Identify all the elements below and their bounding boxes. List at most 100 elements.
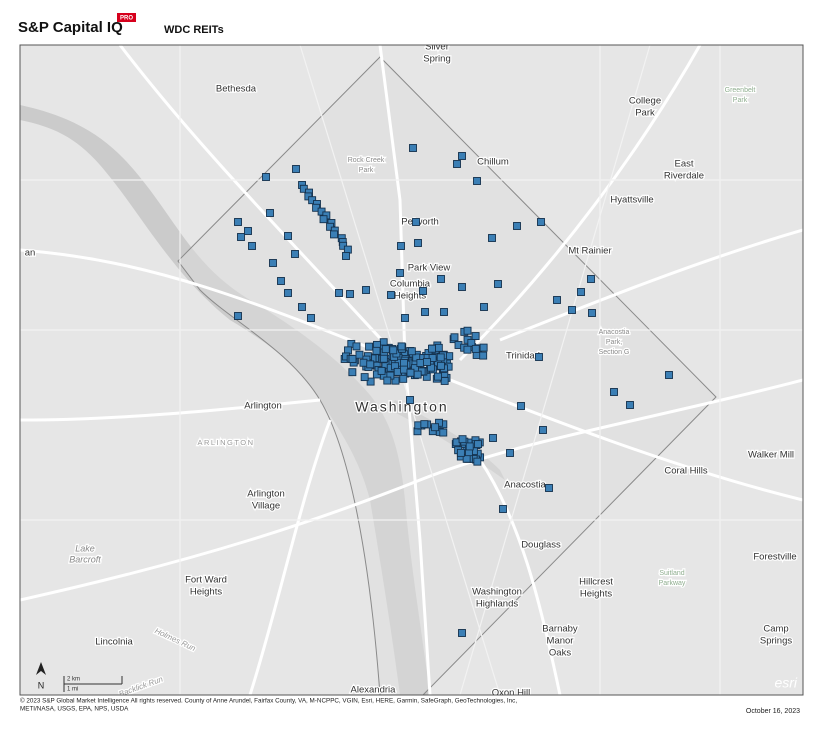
place-label: Village [252, 501, 280, 512]
esri-logo: esri [774, 675, 797, 691]
place-label: Petworth [401, 217, 439, 228]
property-marker [420, 420, 429, 429]
place-label: Alexandria [351, 685, 397, 696]
property-marker [626, 401, 634, 409]
property-marker [234, 312, 242, 320]
place-label: Arlington [244, 401, 282, 412]
property-marker [400, 365, 408, 374]
property-marker [389, 346, 398, 355]
credits-line: © 2023 S&P Global Market Intelligence Al… [20, 697, 517, 705]
property-marker [553, 296, 561, 304]
map-frame [19, 44, 804, 696]
place-label: Fort Ward [185, 575, 227, 586]
place-label: Oaks [549, 648, 571, 659]
north-arrow [36, 662, 46, 675]
property-marker [348, 368, 357, 377]
property-marker [494, 280, 502, 288]
property-marker [391, 376, 400, 385]
property-marker [269, 259, 277, 267]
property-marker [436, 353, 445, 362]
place-label: Mt Rainier [568, 246, 611, 257]
property-marker [244, 227, 252, 235]
property-marker [248, 242, 256, 250]
property-marker [479, 351, 488, 360]
property-marker [458, 629, 466, 637]
property-marker [365, 342, 374, 351]
credits-line: METI/NASA, USGS, EPA, NPS, USDA [20, 706, 129, 713]
property-marker [489, 434, 497, 442]
place-label: Barcroft [69, 554, 101, 564]
property-marker [366, 360, 375, 369]
property-marker [428, 354, 437, 362]
property-marker [377, 366, 386, 375]
place-label: Washington [472, 587, 522, 598]
property-marker [474, 440, 482, 449]
place-label: Riverdale [664, 171, 704, 182]
property-marker [400, 359, 408, 367]
property-marker [434, 343, 443, 352]
place-label: Washington [355, 399, 448, 415]
place-label: Parkway [659, 580, 686, 587]
place-labels: SilverSpringBethesdaCollegeParkGreenbelt… [23, 45, 797, 696]
property-marker [234, 218, 242, 226]
property-marker [284, 232, 292, 240]
property-marker [262, 173, 270, 181]
property-marker [450, 333, 459, 342]
property-marker [397, 242, 405, 250]
property-marker [355, 350, 364, 359]
property-marker [439, 428, 448, 437]
property-marker [465, 442, 474, 451]
scale-bar [63, 676, 123, 692]
property-marker [473, 457, 482, 466]
property-marker [539, 426, 547, 434]
place-label: Anacostia [504, 480, 546, 491]
property-marker [431, 423, 440, 432]
place-label: Barnaby [542, 624, 578, 635]
property-marker [381, 345, 390, 354]
property-marker [352, 342, 361, 351]
property-marker [416, 359, 425, 367]
property-marker [335, 289, 343, 297]
property-marker [319, 215, 328, 224]
place-label: Lincolnia [95, 637, 133, 648]
property-marker [330, 230, 338, 239]
property-marker [399, 374, 408, 383]
place-label: Heights [394, 291, 426, 302]
property-marker [407, 347, 416, 356]
place-label: Trinidad [506, 351, 540, 362]
property-marker [568, 306, 576, 314]
property-marker [362, 286, 370, 294]
place-label: Suitland [659, 570, 684, 577]
property-marker [412, 353, 421, 362]
basemap: SilverSpringBethesdaCollegeParkGreenbelt… [20, 45, 803, 696]
property-marker [396, 269, 404, 277]
property-marker [360, 373, 369, 382]
property-marker [577, 288, 585, 296]
property-marker [506, 449, 514, 457]
property-marker [587, 275, 595, 283]
property-marker [479, 343, 488, 352]
property-marker [513, 222, 521, 230]
property-marker [409, 144, 417, 152]
property-marker [434, 372, 442, 381]
property-marker [458, 283, 466, 291]
place-label: Douglass [521, 540, 561, 551]
property-marker [422, 358, 431, 366]
property-marker [266, 209, 274, 217]
property-marker [277, 277, 285, 285]
property-markers [234, 144, 673, 637]
property-marker [413, 370, 422, 379]
place-label: Heights [190, 587, 222, 598]
property-marker [471, 332, 480, 341]
place-label: an [25, 248, 36, 259]
property-marker [412, 218, 420, 226]
property-marker [437, 361, 445, 370]
place-label: Greenbelt [725, 87, 756, 94]
property-marker [419, 287, 427, 295]
place-label: East [674, 159, 693, 170]
badge: PRO [120, 16, 133, 22]
property-marker [406, 368, 415, 377]
property-marker [284, 289, 292, 297]
place-label: Camp [763, 624, 788, 635]
